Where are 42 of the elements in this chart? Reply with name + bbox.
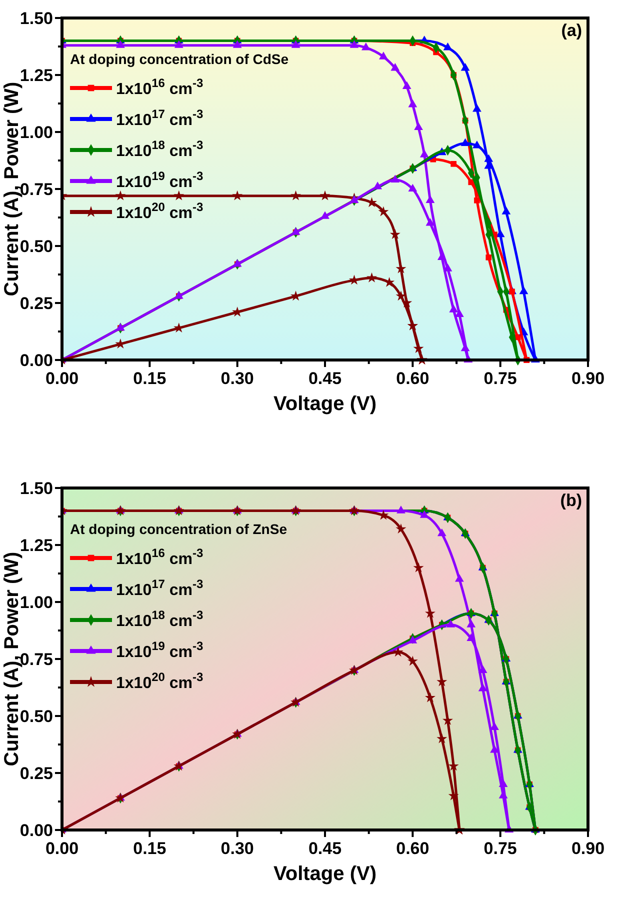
y-tick-label: 0.25 [20,764,53,783]
x-tick-label: 0.45 [308,839,342,858]
x-tick-label: 0.00 [45,369,79,388]
legend-title: At doping concentration of CdSe [70,51,289,67]
legend-label: 1x10$^{19}$ cm$^{-3}$ [116,169,204,191]
y-tick-label: 0.50 [20,707,53,726]
annotation: (a) [561,21,582,40]
y-tick-label: 1.00 [20,593,53,612]
x-tick-label: 0.30 [220,369,254,388]
legend-label: 1x10$^{17}$ cm$^{-3}$ [116,107,204,129]
legend-title: At doping concentration of ZnSe [70,521,288,537]
legend-label: 1x10$^{20}$ cm$^{-3}$ [116,200,204,222]
x-tick-label: 0.15 [133,839,166,858]
legend-label: 1x10$^{16}$ cm$^{-3}$ [116,546,204,568]
x-tick-label: 0.90 [571,839,605,858]
x-tick-label: 0.30 [220,839,254,858]
legend-label: 1x10$^{17}$ cm$^{-3}$ [116,577,204,599]
x-tick-label: 0.90 [571,369,605,388]
legend-label: 1x10$^{18}$ cm$^{-3}$ [116,608,204,630]
y-tick-label: 0.50 [20,237,53,256]
x-tick-label: 0.15 [133,369,166,388]
x-axis-title: Voltage (V) [274,393,376,415]
y-tick-label: 1.50 [20,9,53,28]
y-tick-label: 1.25 [20,536,53,555]
x-tick-label: 0.45 [308,369,342,388]
y-tick-label: 1.25 [20,66,53,85]
y-tick-label: 1.50 [20,479,53,498]
y-tick-label: 1.00 [20,123,53,142]
annotation: (b) [560,491,582,510]
legend-label: 1x10$^{16}$ cm$^{-3}$ [116,76,204,98]
x-tick-label: 0.75 [484,839,517,858]
x-axis-title: Voltage (V) [274,863,376,885]
y-tick-label: 0.25 [20,294,53,313]
legend-label: 1x10$^{19}$ cm$^{-3}$ [116,639,204,661]
legend-label: 1x10$^{18}$ cm$^{-3}$ [116,138,204,160]
legend-label: 1x10$^{20}$ cm$^{-3}$ [116,670,204,692]
y-tick-label: 0.00 [20,821,53,840]
x-tick-label: 0.75 [484,369,517,388]
y-tick-label: 0.00 [20,351,53,370]
x-tick-label: 0.00 [45,839,79,858]
x-tick-label: 0.60 [396,839,430,858]
x-tick-label: 0.60 [396,369,430,388]
